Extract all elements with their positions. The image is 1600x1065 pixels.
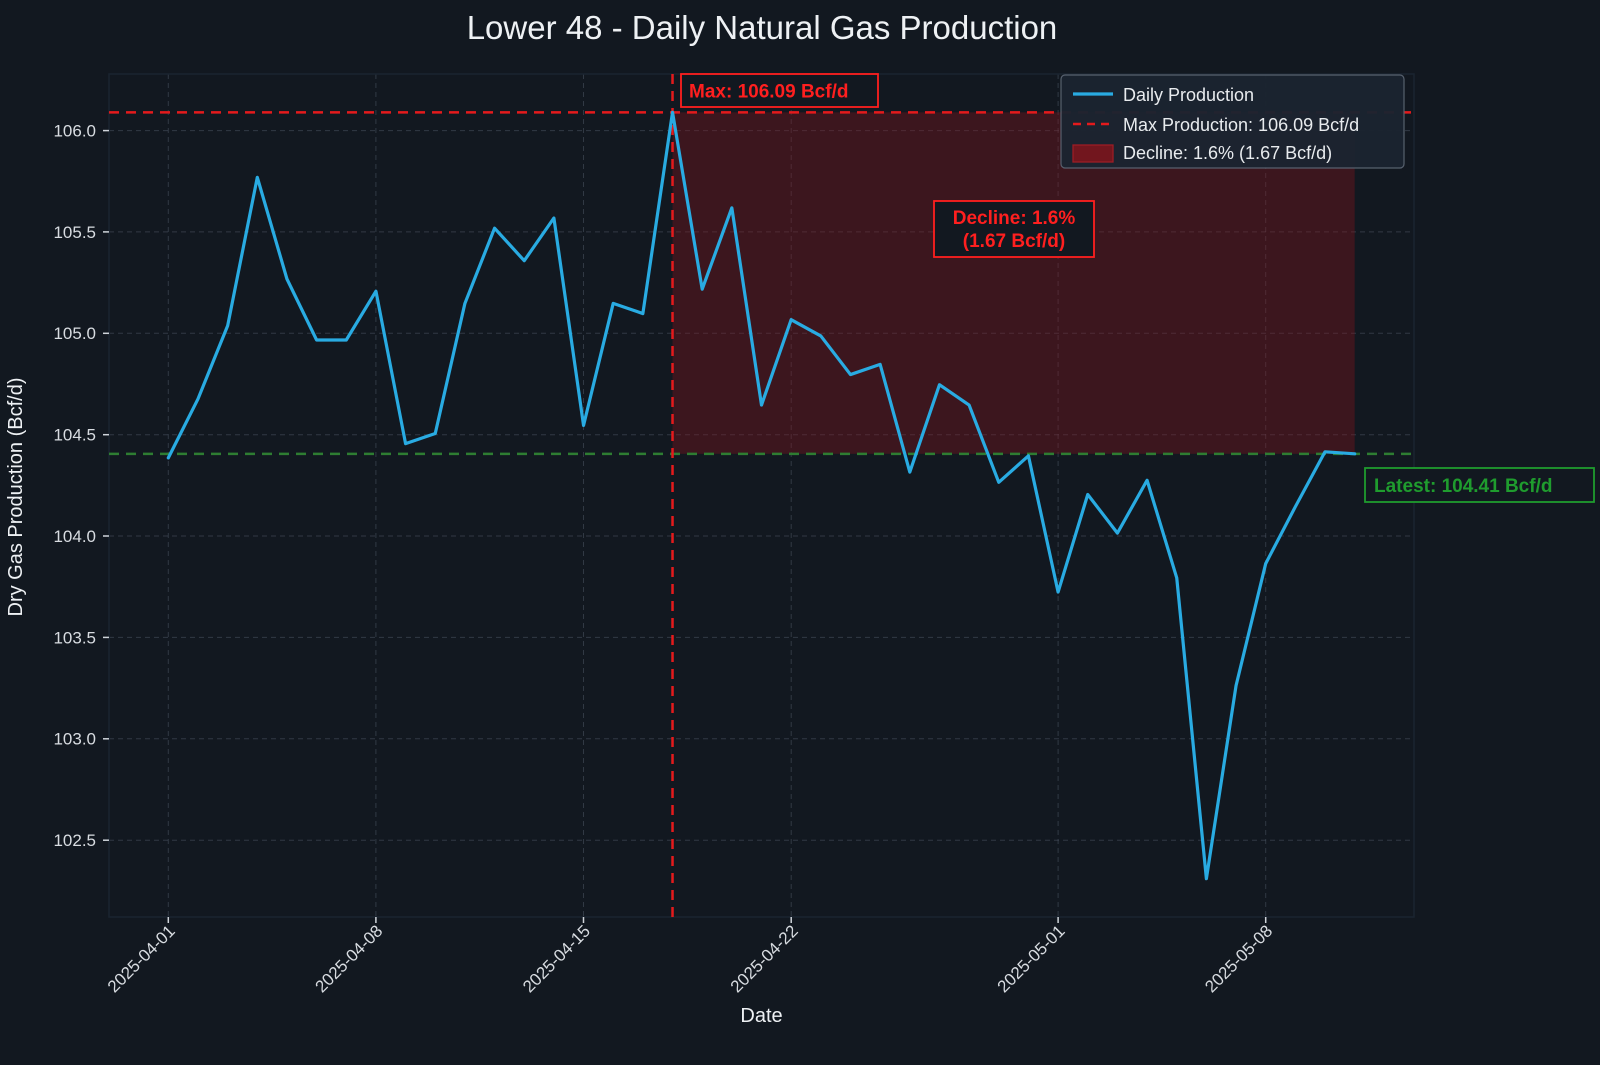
svg-text:Lower 48 - Daily Natural Gas P: Lower 48 - Daily Natural Gas Production xyxy=(467,9,1058,46)
svg-text:Dry Gas Production (Bcf/d): Dry Gas Production (Bcf/d) xyxy=(5,378,27,617)
svg-text:Daily Production: Daily Production xyxy=(1123,85,1254,105)
svg-text:Max Production: 106.09 Bcf/d: Max Production: 106.09 Bcf/d xyxy=(1123,115,1359,135)
svg-text:Decline: 1.6%: Decline: 1.6% xyxy=(953,208,1076,229)
svg-text:Date: Date xyxy=(740,1005,782,1027)
svg-text:Decline: 1.6% (1.67 Bcf/d): Decline: 1.6% (1.67 Bcf/d) xyxy=(1123,143,1332,163)
svg-text:Max: 106.09 Bcf/d: Max: 106.09 Bcf/d xyxy=(689,82,848,103)
svg-text:102.5: 102.5 xyxy=(53,831,96,850)
svg-text:104.0: 104.0 xyxy=(53,527,96,546)
svg-text:Latest: 104.41 Bcf/d: Latest: 104.41 Bcf/d xyxy=(1374,476,1552,497)
svg-text:105.5: 105.5 xyxy=(53,223,96,242)
svg-text:103.5: 103.5 xyxy=(53,628,96,647)
svg-text:103.0: 103.0 xyxy=(53,730,96,749)
svg-text:104.5: 104.5 xyxy=(53,426,96,445)
svg-text:(1.67 Bcf/d): (1.67 Bcf/d) xyxy=(963,231,1065,252)
svg-text:106.0: 106.0 xyxy=(53,122,96,141)
svg-text:105.0: 105.0 xyxy=(53,324,96,343)
